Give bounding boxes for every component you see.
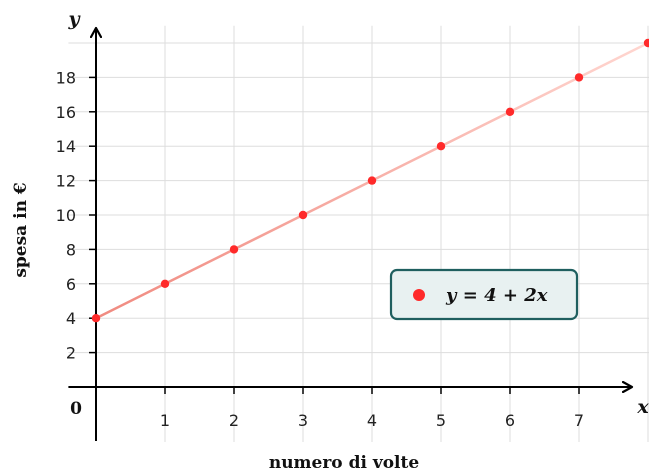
y-tick-label: 18 xyxy=(56,68,76,87)
legend-marker xyxy=(413,289,425,301)
y-axis-title: spesa in € xyxy=(11,182,31,278)
grid xyxy=(68,25,649,443)
x-axis-letter: x xyxy=(636,396,649,418)
legend-label: y = 4 + 2x xyxy=(445,285,548,306)
y-tick-label: 12 xyxy=(56,172,76,191)
y-tick-label: 6 xyxy=(66,275,76,294)
data-point xyxy=(298,210,308,220)
x-tick-label: 2 xyxy=(229,411,239,430)
legend-box xyxy=(389,268,579,321)
x-tick-label: 6 xyxy=(505,411,515,430)
axes xyxy=(68,28,632,441)
x-tick-label: 7 xyxy=(574,411,584,430)
data-point xyxy=(229,245,239,254)
y-tick-label: 8 xyxy=(66,240,76,259)
data-point xyxy=(436,142,446,151)
data-point xyxy=(367,176,377,185)
y-tick-label: 14 xyxy=(56,137,76,156)
origin-label: 0 xyxy=(70,399,82,419)
y-tick-label: 10 xyxy=(56,206,76,225)
x-tick-label: 1 xyxy=(160,411,170,430)
data-point xyxy=(91,314,101,323)
series xyxy=(91,38,649,323)
x-tick-label: 3 xyxy=(298,411,308,430)
y-axis-letter: y xyxy=(67,8,81,30)
x-axis-title: numero di volte xyxy=(269,453,420,470)
data-point xyxy=(574,73,584,82)
y-tick-label: 2 xyxy=(66,344,76,363)
y-tick-label: 16 xyxy=(56,103,76,122)
x-tick-label: 5 xyxy=(436,411,446,430)
data-point xyxy=(160,279,170,288)
x-tick-label: 4 xyxy=(367,411,377,430)
data-point xyxy=(643,38,649,48)
data-point xyxy=(505,107,515,117)
legend: y = 4 + 2x xyxy=(389,268,579,321)
y-tick-label: 4 xyxy=(66,309,76,328)
